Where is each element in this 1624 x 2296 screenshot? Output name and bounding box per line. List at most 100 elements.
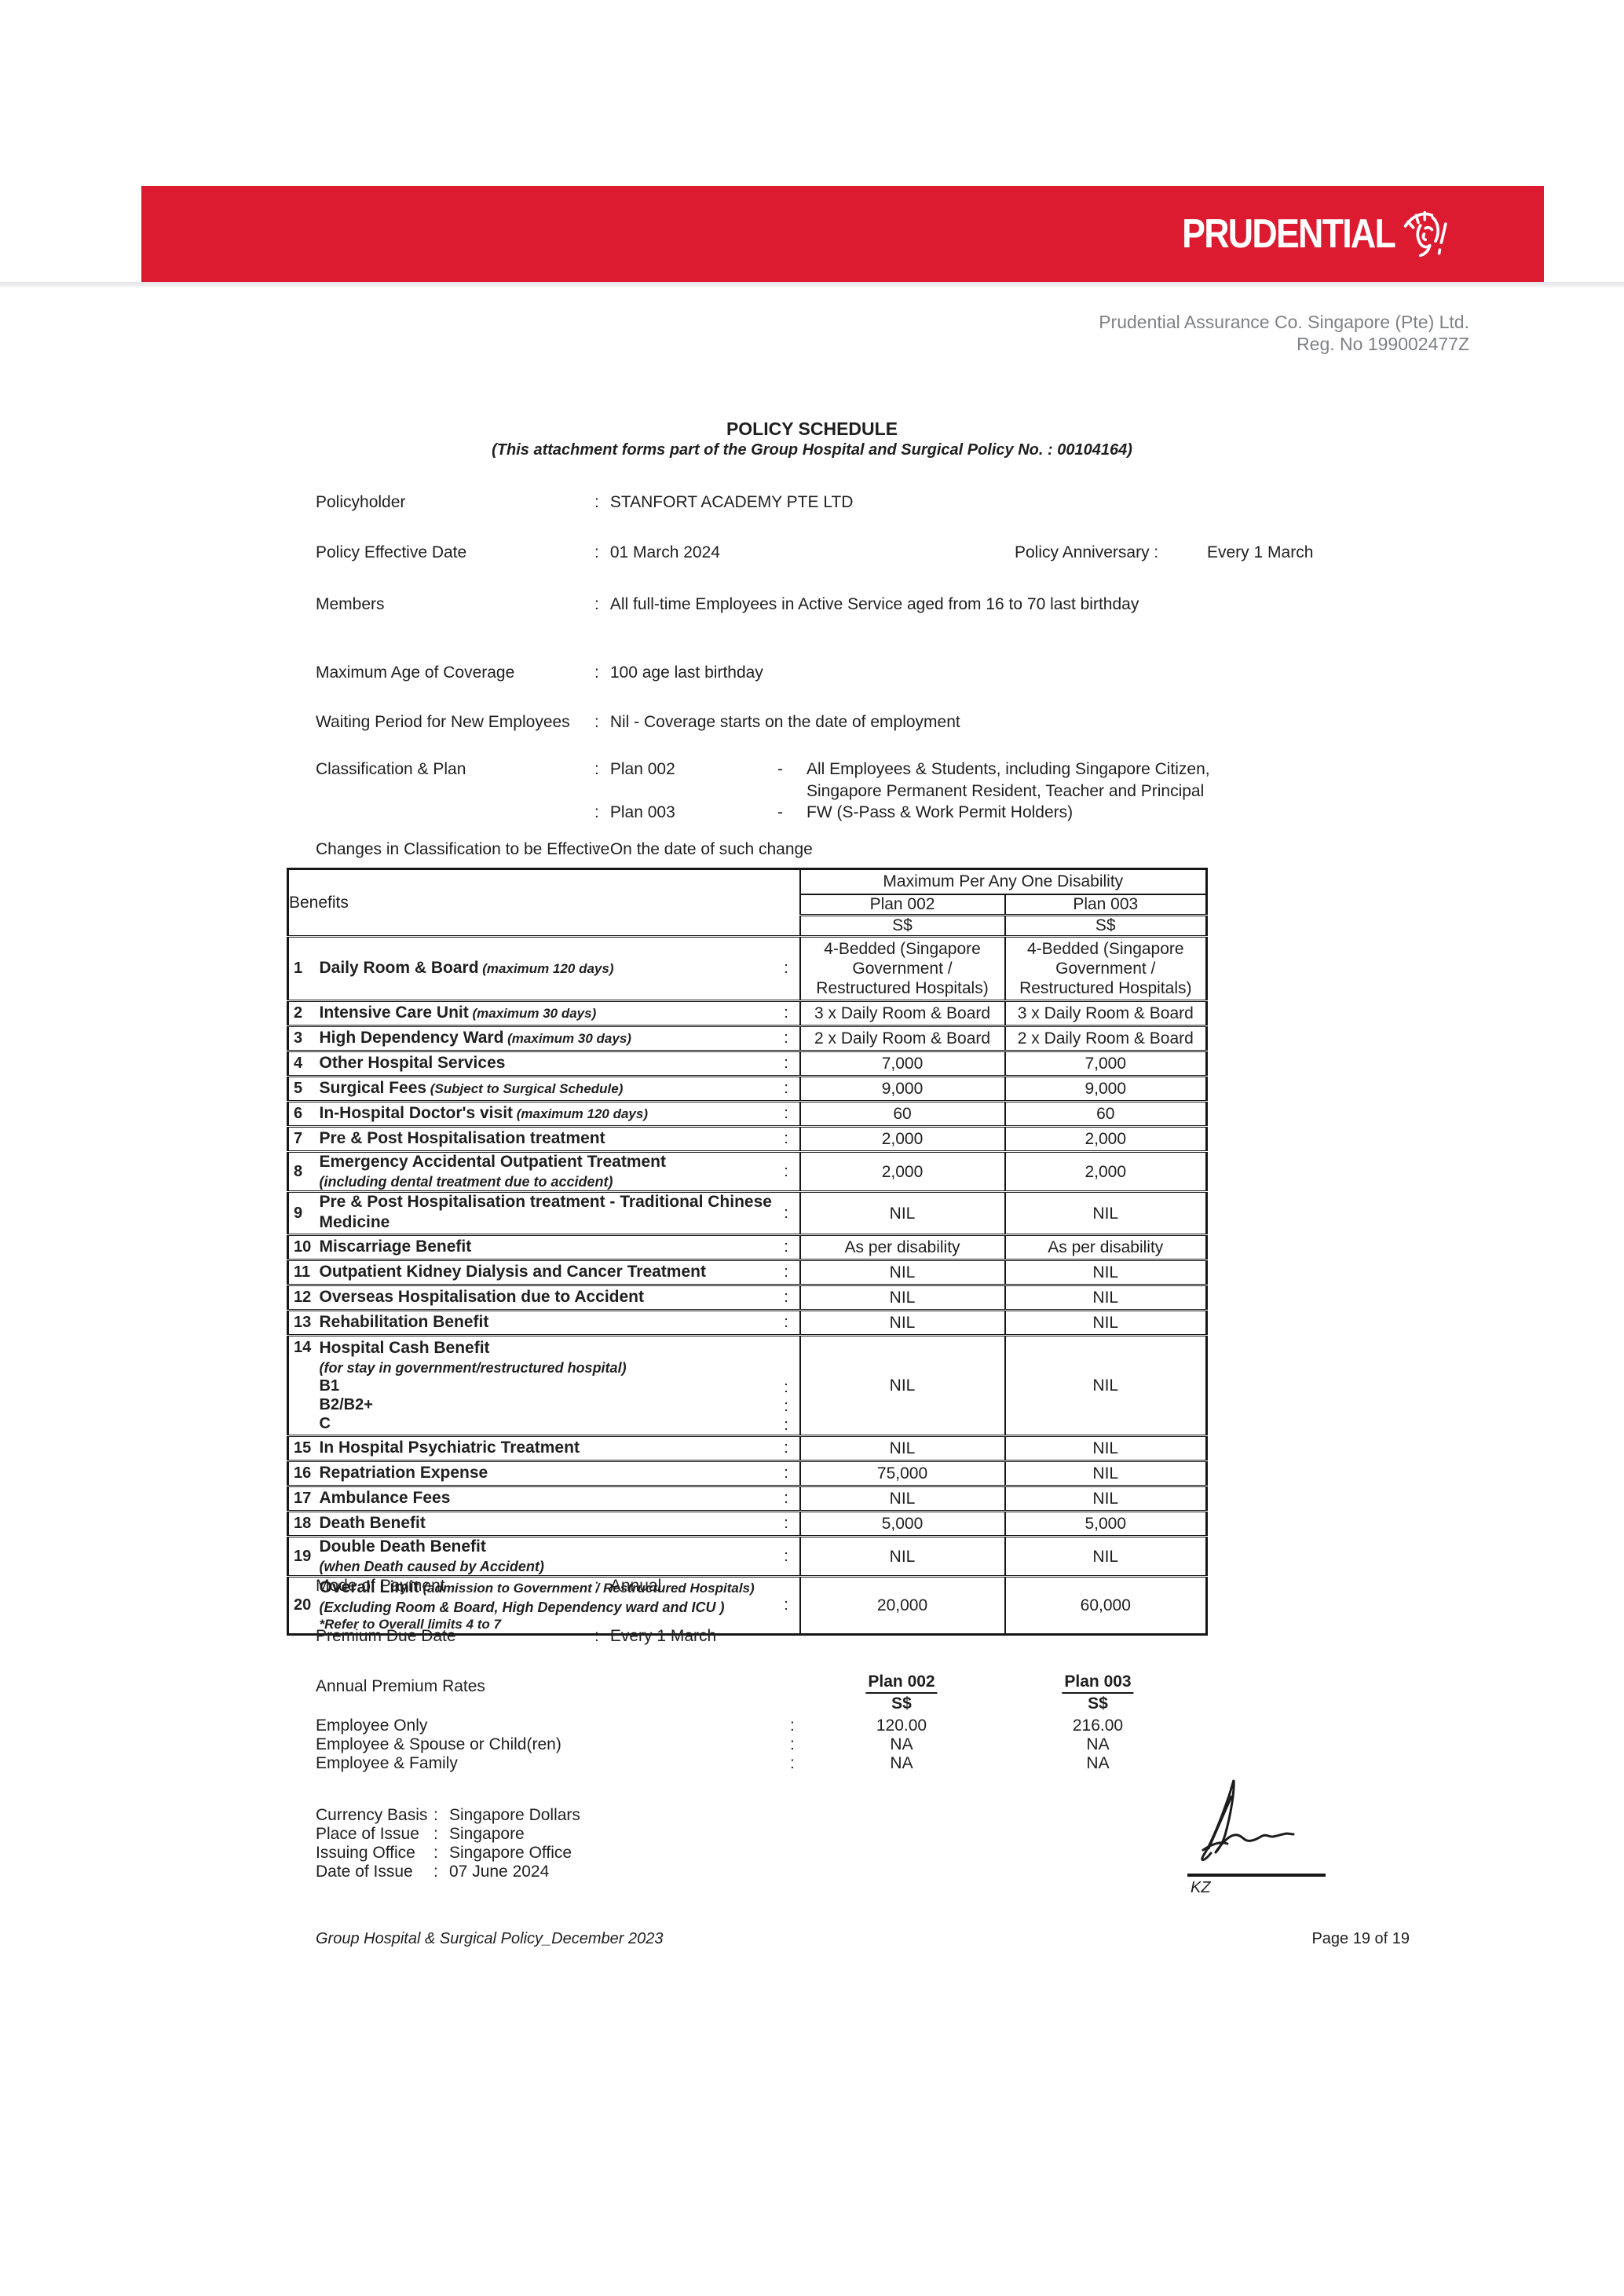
benefit-value-plan003: NIL (1004, 1535, 1207, 1577)
anniversary-label: Policy Anniversary : (1015, 543, 1159, 561)
premium-due-value: Every 1 March (594, 1627, 716, 1646)
table-row: 5 Surgical Fees (Subject to Surgical Sche… (287, 1075, 1207, 1102)
benefit-value-plan003: 60,000 (1004, 1575, 1207, 1635)
benefit-number: 5 (287, 1075, 318, 1102)
changes-value: On the date of such change (594, 840, 813, 859)
issue-detail-colon: : (433, 1806, 438, 1824)
table-row: 19 Double Death Benefit (when Death caused… (287, 1535, 1207, 1577)
benefit-number: 18 (287, 1510, 318, 1537)
benefit-colon: : (773, 1125, 801, 1152)
benefit-number: 6 (287, 1100, 318, 1127)
issue-detail-label: Date of Issue (316, 1863, 413, 1881)
premium-currency-1: S$ (891, 1695, 912, 1713)
issue-detail-value: Singapore (449, 1825, 525, 1843)
benefit-number: 7 (287, 1125, 318, 1152)
benefit-colon: : (773, 1075, 801, 1102)
table-row: 2 Intensive Care Unit (maximum 30 days):3… (287, 1000, 1207, 1026)
benefit-value-plan002: 2 x Daily Room & Board (799, 1025, 1006, 1051)
benefit-name: Overall Limit (admission to Government /… (317, 1575, 774, 1635)
benefit-value-plan002: 2,000 (799, 1150, 1006, 1192)
premium-value-plan002: NA (890, 1754, 913, 1772)
plan-003-header: Plan 003 (1004, 894, 1207, 916)
premium-value-plan003: 216.00 (1072, 1717, 1124, 1735)
benefit-value-plan003: 7,000 (1004, 1050, 1207, 1077)
benefit-value-plan002: 7,000 (799, 1050, 1006, 1077)
classification-dash: - (777, 760, 783, 778)
benefit-value-plan003: 2,000 (1004, 1125, 1207, 1152)
issue-detail-label: Issuing Office (316, 1844, 415, 1862)
signature-image (1201, 1779, 1295, 1861)
benefit-value-plan003: NIL (1004, 1190, 1207, 1235)
table-row: 13 Rehabilitation Benefit: NIL NIL (287, 1309, 1207, 1336)
anniversary-value: Every 1 March (1207, 543, 1314, 561)
benefit-colon: : (773, 1460, 801, 1486)
footer-page-number: Page 19 of 19 (1311, 1930, 1410, 1947)
benefit-value-plan003: 9,000 (1004, 1075, 1207, 1102)
benefit-value-plan002: 3 x Daily Room & Board (799, 1000, 1006, 1026)
premium-plan-002-header: Plan 002 (865, 1673, 938, 1694)
benefit-colon: : (773, 1575, 801, 1635)
benefit-colon: : (773, 1510, 801, 1537)
benefit-name: High Dependency Ward (maximum 30 days) (317, 1025, 774, 1051)
currency-header-1: S$ (799, 915, 1006, 937)
benefit-value-plan002: 75,000 (799, 1460, 1006, 1486)
benefit-value-plan002: NIL (799, 1284, 1006, 1311)
benefit-name: Surgical Fees (Subject to Surgical Sched… (317, 1075, 774, 1102)
issue-detail-value: Singapore Dollars (449, 1806, 580, 1824)
benefit-value-plan003: NIL (1004, 1435, 1207, 1461)
annual-premium-label: Annual Premium Rates (316, 1677, 485, 1695)
company-block: Prudential Assurance Co. Singapore (Pte)… (1099, 311, 1469, 355)
signature-line (1187, 1874, 1326, 1877)
benefit-value-plan002: 60 (799, 1100, 1006, 1127)
benefit-name: Pre & Post Hospitalisation treatment - T… (317, 1190, 774, 1235)
benefit-colon: : (773, 1050, 801, 1077)
table-row: 11 Outpatient Kidney Dialysis and Cancer … (287, 1259, 1207, 1285)
benefit-name: Daily Room & Board (maximum 120 days) (317, 935, 774, 1001)
benefit-value-plan002: NIL (799, 1334, 1006, 1436)
prudential-logo-text: PRUDENTIAL (1182, 211, 1396, 257)
benefit-number: 20 (287, 1575, 318, 1635)
table-row: 9 Pre & Post Hospitalisation treatment - … (287, 1190, 1207, 1235)
policyholder-value: STANFORT ACADEMY PTE LTD (594, 493, 854, 512)
benefit-value-plan003: 5,000 (1004, 1510, 1207, 1537)
premium-row-colon: : (790, 1735, 795, 1753)
benefit-value-plan003: NIL (1004, 1485, 1207, 1512)
table-row: 20 Overall Limit (admission to Government… (287, 1575, 1207, 1635)
classification-dash: - (777, 803, 783, 821)
benefit-colon: : (773, 1284, 801, 1311)
premium-plan-003-header: Plan 003 (1062, 1673, 1134, 1694)
issue-detail-value: 07 June 2024 (449, 1863, 550, 1881)
benefit-value-plan002: NIL (799, 1190, 1006, 1235)
effective-date-label: Policy Effective Date (316, 543, 467, 561)
table-row: 3 High Dependency Ward (maximum 30 days):… (287, 1025, 1207, 1051)
benefit-number: 12 (287, 1284, 318, 1311)
members-value: All full-time Employees in Active Servic… (594, 595, 1139, 614)
effective-date-value: 01 March 2024 (594, 543, 720, 562)
prudence-face-icon (1403, 210, 1447, 258)
benefit-colon: : (773, 1234, 801, 1260)
benefit-name: Double Death Benefit (when Death caused b… (317, 1535, 774, 1577)
classification-desc: All Employees & Students, including Sing… (807, 760, 1210, 778)
classification-label: Classification & Plan (316, 760, 466, 778)
issue-detail-label: Place of Issue (316, 1825, 419, 1843)
issue-detail-colon: : (433, 1863, 438, 1881)
benefit-value-plan003: 2,000 (1004, 1150, 1207, 1192)
benefit-name: In Hospital Psychiatric Treatment (317, 1435, 774, 1461)
table-row: 14 Hospital Cash Benefit (for stay in gove… (287, 1334, 1207, 1436)
premium-row-label: Employee Only (316, 1717, 428, 1735)
benefit-name: In-Hospital Doctor's visit (maximum 120 … (317, 1100, 774, 1127)
benefit-colon: : (773, 1150, 801, 1192)
table-row: 1 Daily Room & Board (maximum 120 days):4… (287, 935, 1207, 1001)
table-row: 15 In Hospital Psychiatric Treatment: NIL N… (287, 1435, 1207, 1461)
benefit-number: 8 (287, 1150, 318, 1192)
classification-desc: FW (S-Pass & Work Permit Holders) (807, 803, 1074, 821)
benefit-value-plan003: 4-Bedded (Singapore Government / Restruc… (1004, 935, 1207, 1001)
benefit-value-plan003: NIL (1004, 1259, 1207, 1285)
premium-value-plan002: 120.00 (876, 1717, 927, 1735)
benefit-colon: : (773, 1435, 801, 1461)
benefit-name: Overseas Hospitalisation due to Accident (317, 1284, 774, 1311)
benefit-number: 16 (287, 1460, 318, 1486)
benefit-colon: : (773, 1025, 801, 1051)
benefit-value-plan003: 60 (1004, 1100, 1207, 1127)
